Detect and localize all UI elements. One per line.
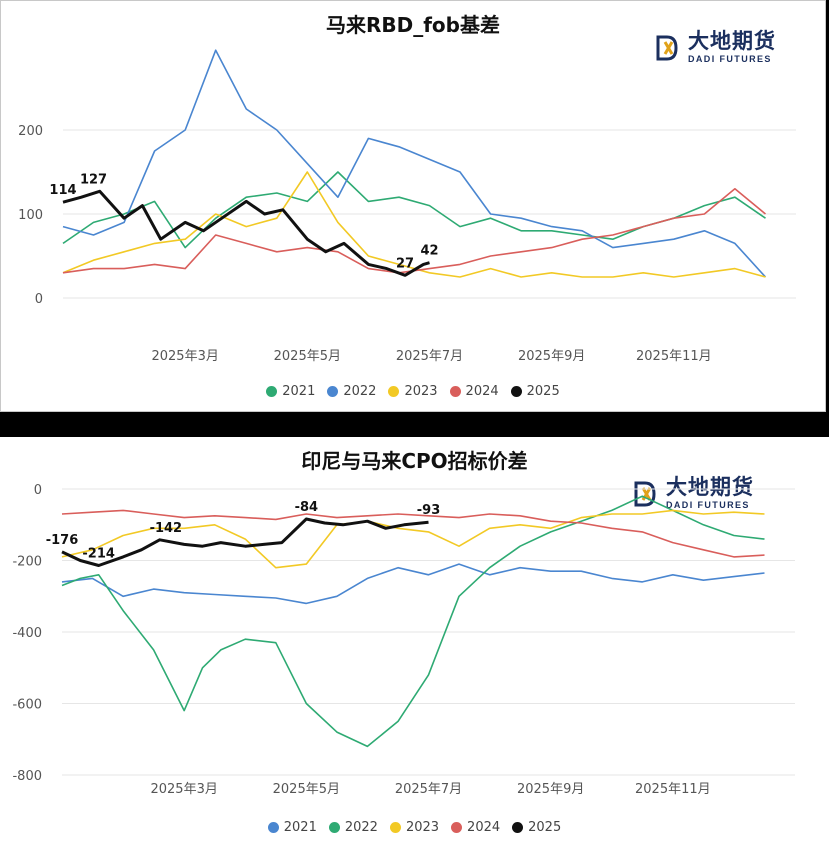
data-label: 27 [396,256,414,271]
y-tick-label: -400 [12,626,42,641]
legend-item-2025[interactable]: 2025 [512,820,561,835]
y-tick-label: -200 [12,555,42,570]
legend-item-2024[interactable]: 2024 [451,820,500,835]
series-line-2022 [62,49,767,278]
legend-item-2021[interactable]: 2021 [266,384,315,399]
x-tick-label: 2025年9月 [518,349,585,364]
legend-item-2021[interactable]: 2021 [267,820,317,835]
data-label: -93 [417,503,441,518]
data-label: 127 [80,172,107,187]
series-line-2021 [61,563,765,605]
x-tick-label: 2025年5月 [274,349,341,364]
logo: 大地期货 DADI FUTURES [634,477,754,510]
y-tick-label: 200 [18,124,43,139]
y-tick-label: -800 [12,769,42,784]
logo-en-text: DADI FUTURES [666,500,750,510]
series-line-2023 [62,171,766,278]
data-label: -176 [46,533,79,548]
y-tick-label: 0 [35,292,43,307]
series-line-2025 [61,517,429,567]
series-line-2025 [62,189,430,277]
x-tick-label: 2025年5月 [273,782,340,797]
legend-item-2025[interactable]: 2025 [510,384,560,399]
data-label: 42 [420,244,438,259]
x-tick-label: 2025年9月 [517,782,584,797]
legend-item-2023[interactable]: 2023 [389,820,439,835]
series-line-2024 [61,509,765,558]
data-label: 114 [49,183,76,198]
cpo-spread-chart: 0 -200 -400 -600 -800 2025年3月 2025年5月 2025年7月 20… [12,483,795,797]
series-line-2022 [61,495,765,748]
legend-item-2022[interactable]: 2022 [328,820,378,835]
logo-cn-text: 大地期货 [666,475,754,499]
cpo-tender-spread-panel: 印尼与马来CPO招标价差 大地期货 DADI FUTURES 0 -200 -400… [0,437,829,852]
y-tick-label: -600 [12,698,42,713]
legend-item-2024[interactable]: 2024 [449,384,499,399]
rbd-fob-basis-panel: 马来RBD_fob基差 大地期货 DADI FUTURES 0 100 200 202… [0,0,826,412]
chart-title: 马来RBD_fob基差 [325,13,500,37]
data-label: -214 [82,547,115,562]
data-label: -84 [295,500,319,515]
rbd-fob-chart: 0 100 200 2025年3月 2025年5月 2025年7月 2025年9月 2025年… [18,49,796,364]
chart-legend: 2021 2022 2023 2024 2025 [0,820,829,835]
x-tick-label: 2025年3月 [150,782,217,797]
x-tick-label: 2025年7月 [396,349,463,364]
series-line-2023 [61,509,765,569]
logo-en-text: DADI FUTURES [688,54,772,64]
legend-item-2022[interactable]: 2022 [327,384,376,399]
logo-cn-text: 大地期货 [688,29,776,53]
x-tick-label: 2025年7月 [395,782,462,797]
data-label: -142 [150,521,183,536]
legend-item-2023[interactable]: 2023 [388,384,438,399]
x-tick-label: 2025年3月 [151,349,218,364]
y-tick-label: 0 [34,483,42,498]
y-tick-label: 100 [18,208,43,223]
dadi-logo-icon [656,35,678,60]
series-line-2021 [62,171,766,249]
chart-title: 印尼与马来CPO招标价差 [301,449,528,473]
chart-legend: 2021 2022 2023 2024 2025 [1,384,825,399]
x-tick-label: 2025年11月 [636,349,712,364]
x-tick-label: 2025年11月 [635,782,711,797]
logo: 大地期货 DADI FUTURES [656,31,776,64]
